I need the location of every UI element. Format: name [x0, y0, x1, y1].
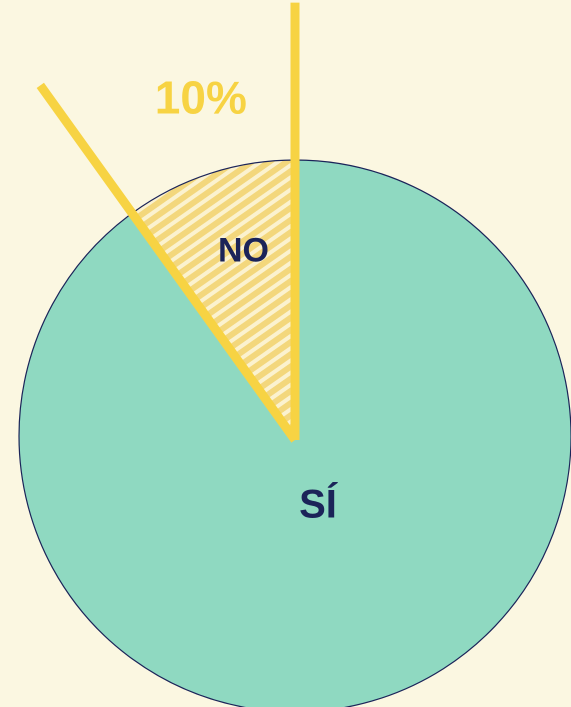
slice-edge — [36, 82, 299, 443]
value-label: 10% — [155, 71, 247, 123]
pie-slice — [18, 159, 571, 707]
pie-slice — [131, 159, 296, 438]
slice-label: NO — [218, 232, 269, 270]
slice-label: SÍ — [299, 481, 338, 526]
